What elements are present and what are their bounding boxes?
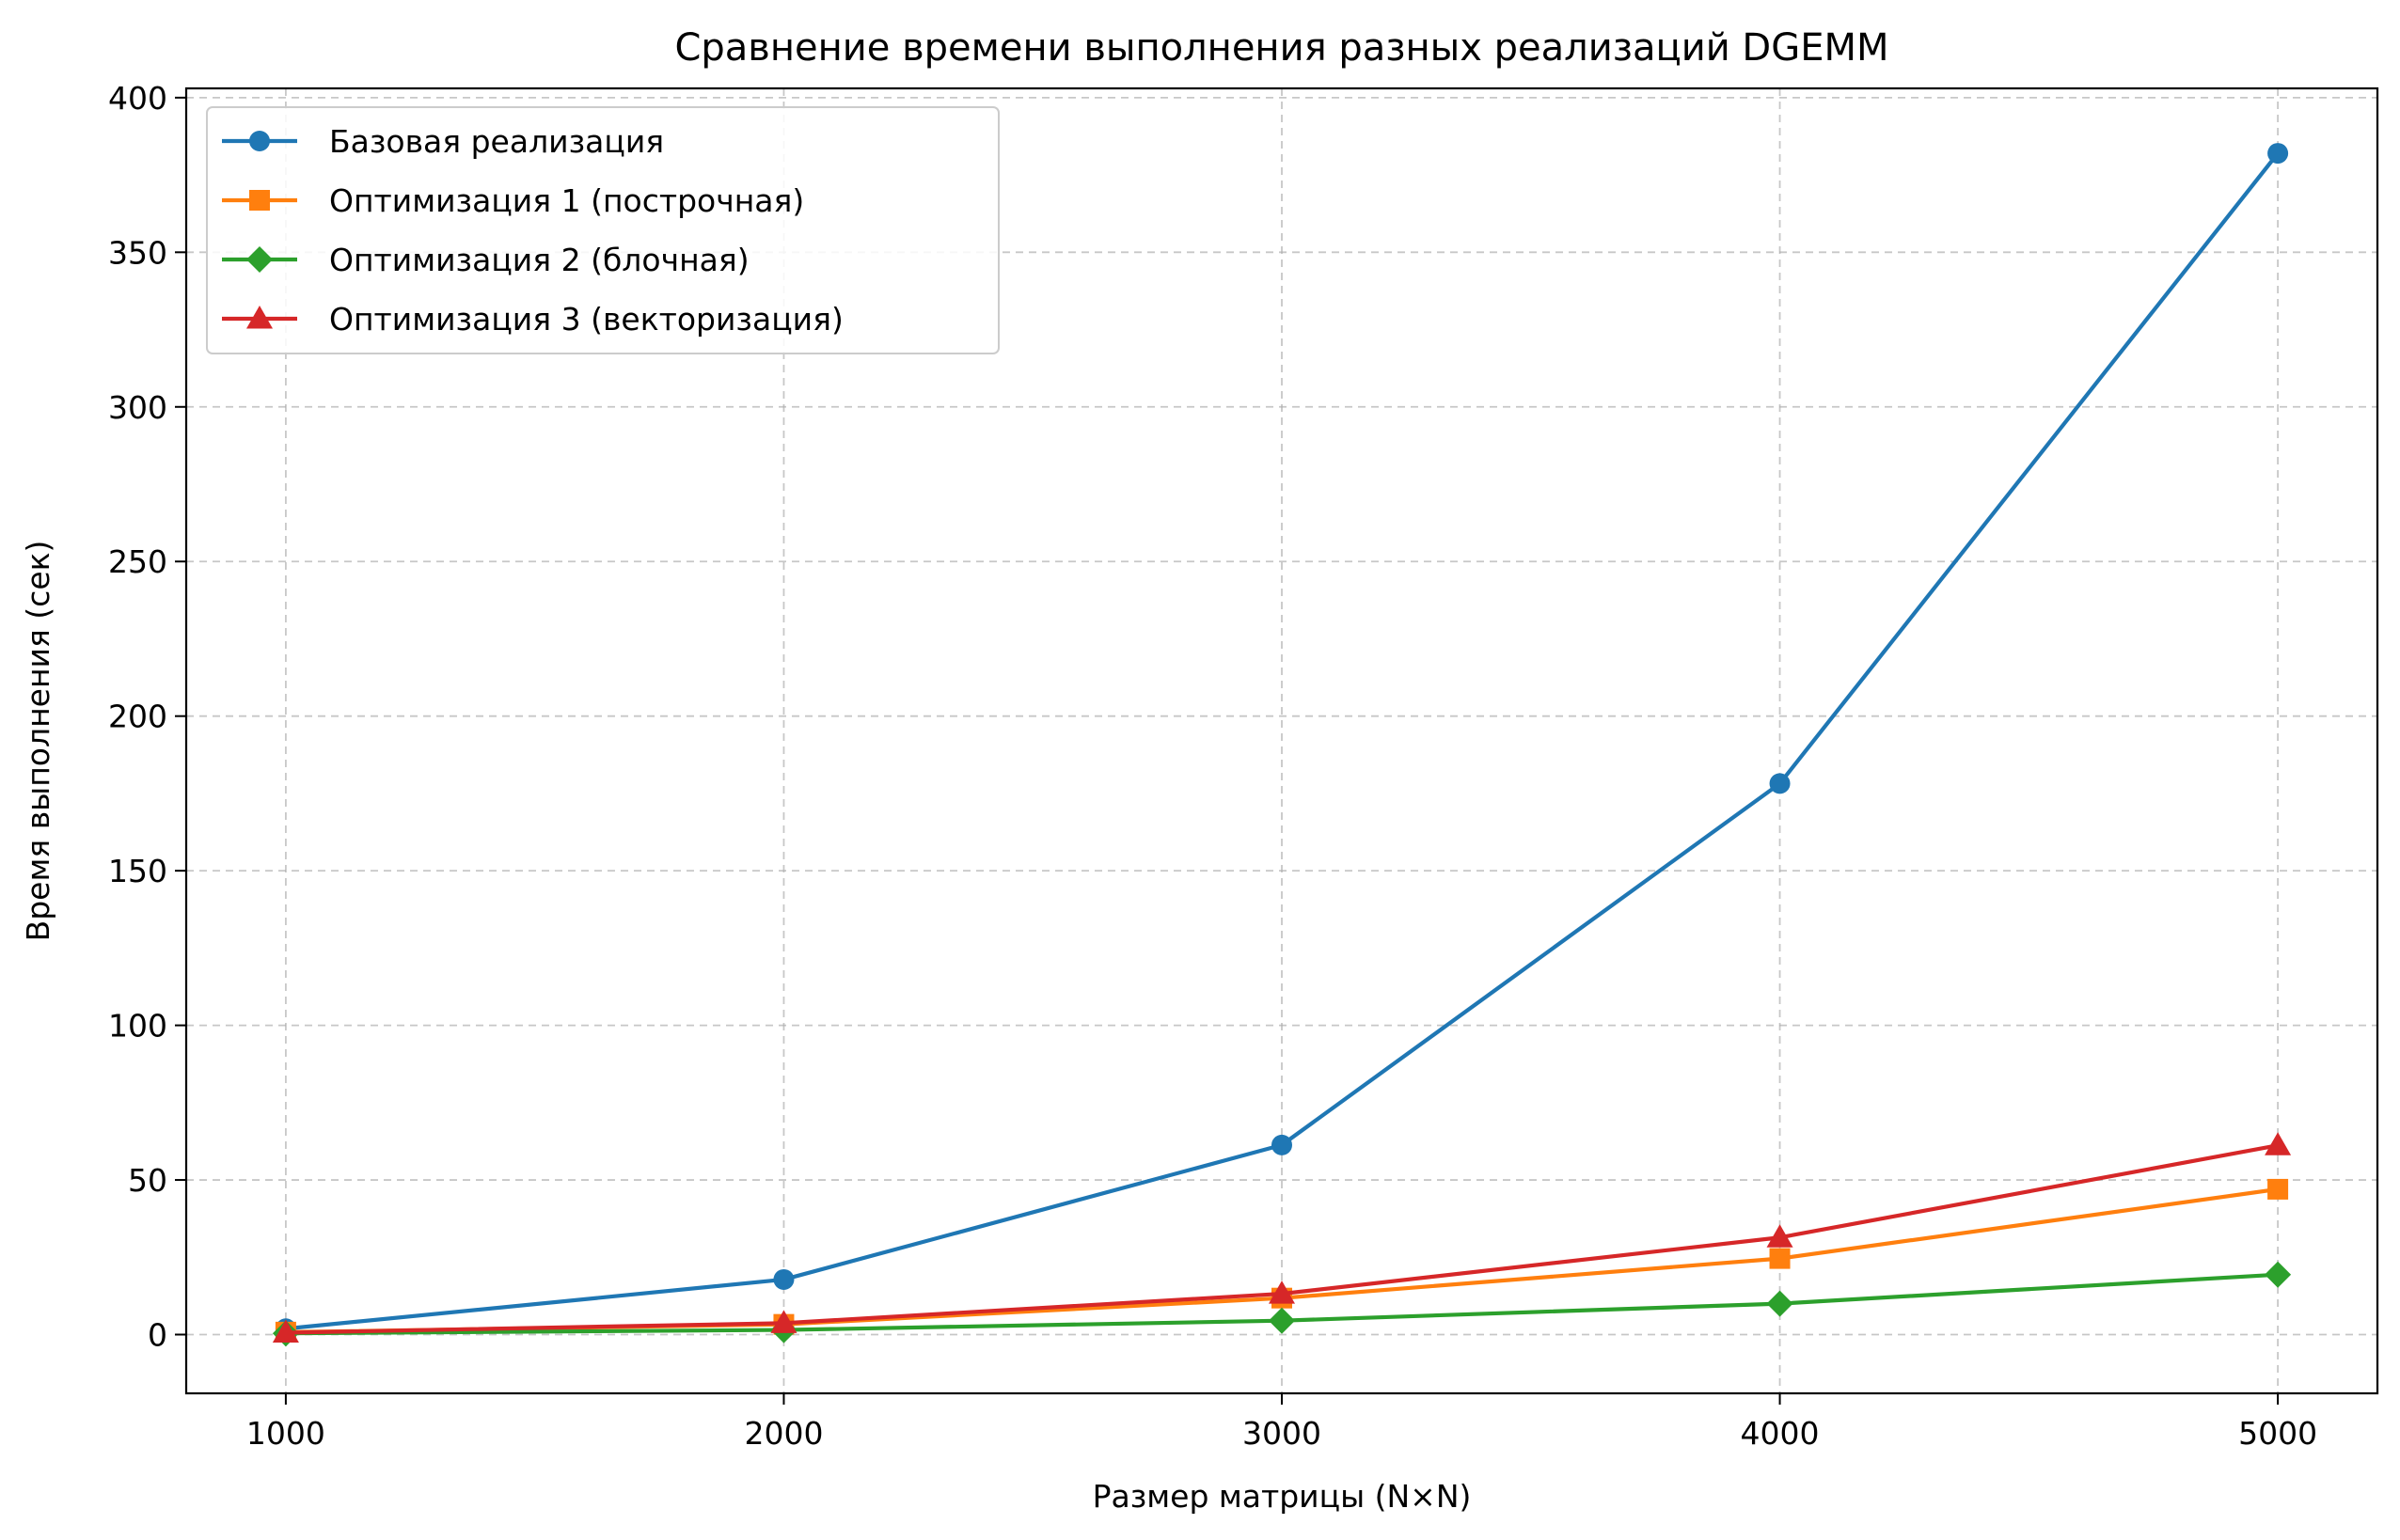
data-point <box>2267 1178 2289 1200</box>
x-tick-label: 1000 <box>246 1415 325 1452</box>
data-point <box>2265 1132 2292 1155</box>
data-point <box>272 1319 299 1344</box>
x-tick-label: 3000 <box>1242 1415 1321 1452</box>
legend-label: Оптимизация 2 (блочная) <box>329 242 750 278</box>
legend-marker <box>249 190 270 211</box>
grid <box>186 88 2377 1393</box>
x-axis-label: Размер матрицы (N×N) <box>1093 1478 1472 1515</box>
data-point <box>1769 773 1791 794</box>
data-point <box>1269 1307 1295 1334</box>
y-tick-label: 350 <box>108 234 167 271</box>
data-point <box>2265 1261 2292 1288</box>
y-tick-label: 400 <box>108 80 167 117</box>
legend-item: Базовая реализация <box>222 123 664 160</box>
y-tick-label: 250 <box>108 543 167 580</box>
chart-title: Сравнение времени выполнения разных реал… <box>674 26 1888 70</box>
legend-marker <box>249 131 270 151</box>
y-tick-label: 50 <box>128 1162 167 1199</box>
y-axis-label: Время выполнения (сек) <box>20 541 56 942</box>
legend-item: Оптимизация 2 (блочная) <box>222 242 750 278</box>
legend: Базовая реализация Оптимизация 1 (построч… <box>206 106 1000 354</box>
legend-item: Оптимизация 3 (векторизация) <box>222 301 844 338</box>
data-point <box>1271 1134 1292 1155</box>
y-tick-label: 0 <box>148 1317 167 1354</box>
legend-item: Оптимизация 1 (построчная) <box>222 182 804 219</box>
data-point <box>770 1310 797 1333</box>
legend-marker <box>246 246 273 273</box>
series-4 <box>272 1132 2292 1344</box>
data-point <box>773 1268 795 1290</box>
y-tick-label: 200 <box>108 699 167 735</box>
legend-label: Оптимизация 3 (векторизация) <box>329 301 844 338</box>
axis-ticks: 1000 2000 3000 4000 5000 0 50 100 150 200 250 300 35… <box>108 80 2317 1452</box>
data-point <box>1766 1224 1793 1248</box>
plot-series <box>272 143 2292 1347</box>
x-tick-label: 2000 <box>744 1415 823 1452</box>
y-tick-label: 300 <box>108 389 167 426</box>
data-point <box>1766 1290 1793 1317</box>
data-point <box>2267 143 2289 165</box>
legend-label: Оптимизация 1 (построчная) <box>329 182 804 219</box>
y-tick-label: 100 <box>108 1008 167 1045</box>
y-tick-label: 150 <box>108 853 167 889</box>
legend-label: Базовая реализация <box>329 123 664 160</box>
x-tick-label: 5000 <box>2238 1415 2317 1452</box>
legend-marker <box>246 306 273 329</box>
data-point <box>1769 1248 1791 1269</box>
data-point <box>1269 1281 1295 1304</box>
legend-box <box>206 106 1000 354</box>
x-tick-label: 4000 <box>1741 1415 1820 1452</box>
